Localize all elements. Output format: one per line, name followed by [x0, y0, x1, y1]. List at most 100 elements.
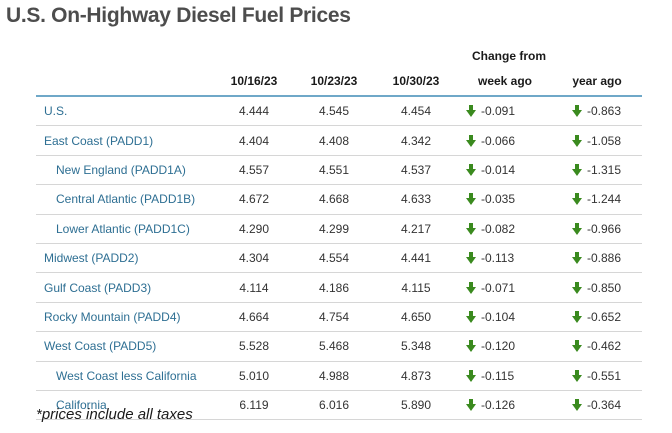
- price-cell: 4.404: [214, 125, 294, 156]
- price-cell-text: 6.016: [318, 398, 350, 413]
- price-cell-text: 4.454: [400, 104, 432, 119]
- price-cell-text: 4.554: [318, 251, 350, 266]
- price-cell-text: 4.557: [238, 162, 270, 177]
- week-change-cell: -0.120: [458, 331, 552, 362]
- table-row: Gulf Coast (PADD3) 4.114 4.186 4.115 -0.071 -…: [36, 272, 642, 303]
- down-arrow-icon: [572, 134, 582, 147]
- price-cell-text: 4.290: [238, 221, 270, 236]
- price-cell-text: 5.528: [238, 339, 270, 354]
- region-link[interactable]: East Coast (PADD1): [36, 125, 214, 156]
- region-link[interactable]: Central Atlantic (PADD1B): [36, 184, 214, 215]
- price-cell: 4.551: [294, 155, 374, 186]
- price-cell: 4.873: [374, 361, 458, 391]
- year-change-cell-text: -0.886: [587, 251, 622, 266]
- table-row: California 6.119 6.016 5.890 -0.126 -0.364: [36, 390, 642, 421]
- week-change-cell-text: -0.082: [481, 221, 516, 236]
- year-change-cell-text: -1.244: [587, 192, 622, 207]
- price-cell-text: 5.890: [400, 398, 432, 413]
- down-arrow-icon: [572, 222, 582, 235]
- price-cell: 4.441: [374, 243, 458, 274]
- price-cell: 4.650: [374, 302, 458, 333]
- down-arrow-icon: [572, 105, 582, 118]
- down-arrow-icon: [572, 340, 582, 353]
- price-cell: 4.299: [294, 214, 374, 244]
- week-change-cell: -0.014: [458, 155, 552, 186]
- region-link[interactable]: West Coast less California: [36, 361, 214, 391]
- price-cell-text: 4.114: [239, 280, 269, 295]
- week-change-cell: -0.071: [458, 272, 552, 303]
- price-cell: 6.016: [294, 390, 374, 421]
- down-arrow-icon: [466, 281, 476, 294]
- page-title: U.S. On-Highway Diesel Fuel Prices: [6, 4, 351, 27]
- price-cell-text: 4.650: [400, 309, 432, 324]
- week-change-cell-text: -0.126: [481, 398, 516, 413]
- region-link[interactable]: New England (PADD1A): [36, 155, 214, 186]
- week-change-cell-text: -0.014: [481, 162, 516, 177]
- week-change-cell: -0.115: [458, 361, 552, 391]
- down-arrow-icon: [572, 252, 582, 265]
- week-change-cell: -0.091: [458, 96, 552, 127]
- region-link-text: New England (PADD1A): [56, 162, 186, 177]
- region-link[interactable]: Rocky Mountain (PADD4): [36, 302, 214, 333]
- week-change-cell-text: -0.120: [481, 339, 516, 354]
- region-link[interactable]: U.S.: [36, 96, 214, 127]
- price-cell-text: 4.304: [238, 251, 270, 266]
- header-row: 10/16/23 10/23/23 10/30/23 week ago year…: [36, 67, 642, 97]
- year-change-cell: -0.850: [552, 272, 642, 303]
- table-row: West Coast (PADD5) 5.528 5.468 5.348 -0.120 -…: [36, 331, 642, 362]
- price-cell-text: 4.186: [318, 280, 350, 295]
- price-cell-text: 4.633: [400, 192, 432, 207]
- price-cell: 4.672: [214, 184, 294, 215]
- price-cell-text: 4.873: [400, 368, 432, 383]
- down-arrow-icon: [466, 399, 476, 412]
- week-ago-column-header: week ago: [458, 67, 552, 97]
- price-cell-text: 4.115: [401, 280, 431, 295]
- price-cell-text: 4.299: [318, 221, 350, 236]
- price-cell: 4.290: [214, 214, 294, 244]
- down-arrow-icon: [466, 310, 476, 323]
- year-change-cell: -0.551: [552, 361, 642, 391]
- down-arrow-icon: [572, 163, 582, 176]
- price-cell-text: 4.537: [400, 162, 432, 177]
- year-change-cell-text: -0.966: [587, 221, 622, 236]
- year-change-cell-text: -0.551: [587, 368, 622, 383]
- region-link-text: U.S.: [44, 104, 68, 119]
- table-row: U.S. 4.444 4.545 4.454 -0.091 -0.863: [36, 96, 642, 127]
- price-cell: 4.304: [214, 243, 294, 274]
- table-row: West Coast less California 5.010 4.988 4.87…: [36, 361, 642, 391]
- region-link[interactable]: Midwest (PADD2): [36, 243, 214, 274]
- down-arrow-icon: [466, 340, 476, 353]
- region-link[interactable]: California: [36, 390, 214, 421]
- price-cell: 5.890: [374, 390, 458, 421]
- year-change-cell-text: -1.058: [587, 133, 622, 148]
- price-cell: 4.545: [294, 96, 374, 127]
- week-change-cell: -0.126: [458, 390, 552, 421]
- region-link-text: Central Atlantic (PADD1B): [56, 192, 196, 207]
- price-cell: 4.115: [374, 272, 458, 303]
- week-change-cell-text: -0.035: [481, 192, 516, 207]
- price-cell: 4.664: [214, 302, 294, 333]
- week-change-cell-text: -0.066: [481, 133, 516, 148]
- price-cell-text: 4.441: [400, 251, 432, 266]
- price-cell: 4.342: [374, 125, 458, 156]
- region-link[interactable]: West Coast (PADD5): [36, 331, 214, 362]
- price-cell-text: 4.551: [318, 162, 350, 177]
- footnote: *prices include all taxes: [36, 406, 193, 423]
- price-cell-text: 4.668: [318, 192, 350, 207]
- down-arrow-icon: [572, 281, 582, 294]
- table-row: Rocky Mountain (PADD4) 4.664 4.754 4.650 -0.…: [36, 302, 642, 333]
- price-cell: 5.528: [214, 331, 294, 362]
- week-change-cell-text: -0.071: [481, 280, 516, 295]
- week-change-cell-text: -0.104: [481, 309, 516, 324]
- price-cell-text: 5.348: [400, 339, 432, 354]
- year-change-cell: -0.652: [552, 302, 642, 333]
- price-cell: 6.119: [214, 390, 294, 421]
- price-cell-text: 4.988: [318, 368, 350, 383]
- year-ago-column-header: year ago: [552, 67, 642, 97]
- region-link[interactable]: Gulf Coast (PADD3): [36, 272, 214, 303]
- down-arrow-icon: [466, 369, 476, 382]
- price-cell: 4.668: [294, 184, 374, 215]
- price-cell: 4.537: [374, 155, 458, 186]
- region-link[interactable]: Lower Atlantic (PADD1C): [36, 214, 214, 244]
- date-column-header: 10/30/23: [374, 67, 458, 97]
